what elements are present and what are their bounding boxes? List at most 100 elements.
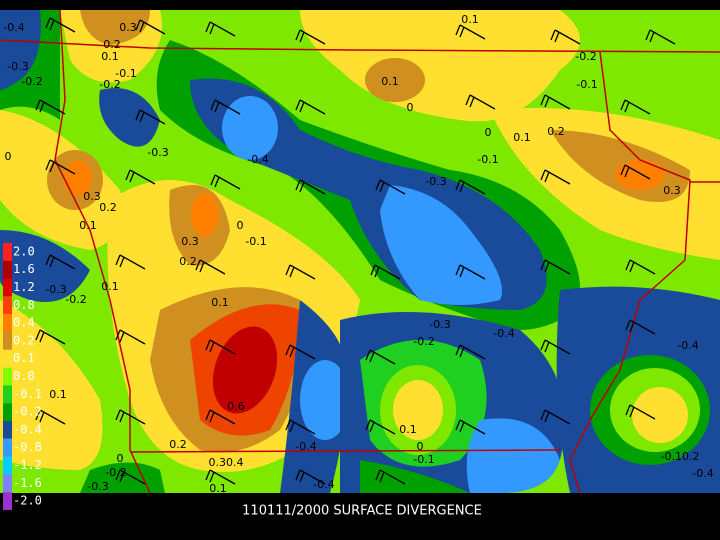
contour-label: -0.3 — [425, 175, 446, 188]
wind-barb — [620, 164, 651, 180]
contour-label: -0.10.2 — [661, 450, 700, 463]
legend: 2.0 1.6 1.2 0.8 0.4 0.2 0.1 0.0 -0.1 -0.2 -0.4 -0.8… — [3, 243, 42, 510]
legend-label: -0.2 — [13, 405, 42, 419]
contour-label: -0.4 — [247, 153, 268, 166]
contour-label: 0.3 — [83, 190, 101, 203]
wind-barb — [295, 179, 326, 195]
contour-label: 0.1 — [399, 423, 417, 436]
wind-barb — [540, 259, 571, 275]
wind-barb — [540, 169, 571, 185]
contour-label: 0 — [407, 101, 414, 114]
legend-label: -1.2 — [13, 458, 42, 472]
contour-label: -0.4 — [677, 339, 698, 352]
legend-swatch — [3, 296, 12, 315]
wind-barb — [115, 254, 146, 270]
wind-barb — [205, 339, 236, 355]
wind-barb — [540, 339, 571, 355]
contour-label: 0.2 — [547, 125, 565, 138]
contour-label: 0.1 — [49, 388, 67, 401]
legend-swatch — [3, 367, 12, 386]
contour-label: 0.2 — [103, 38, 121, 51]
contour-label: 0 — [417, 440, 424, 453]
wind-barb — [375, 179, 406, 195]
legend-label: 0.1 — [13, 351, 35, 365]
contour-label: 0.1 — [513, 131, 531, 144]
legend-label: 0.0 — [13, 369, 35, 383]
wind-barb — [540, 94, 571, 110]
wind-barb — [115, 469, 146, 485]
contour-label: 0 — [5, 150, 12, 163]
legend-label: 1.6 — [13, 262, 35, 276]
contour-label: 0.1 — [79, 219, 97, 232]
wind-barb — [455, 179, 486, 195]
wind-barb — [210, 174, 241, 190]
contour-label: -0.2 — [99, 78, 120, 91]
contour-label: -0.3 — [45, 283, 66, 296]
legend-swatch — [3, 278, 12, 297]
contour-label: 0.1 — [211, 296, 229, 309]
wind-barb — [620, 99, 651, 115]
contour-label: 0.2 — [179, 255, 197, 268]
contour-label: -0.3 — [429, 318, 450, 331]
wind-barb — [455, 264, 486, 280]
wind-barb — [210, 99, 241, 115]
legend-swatch — [3, 474, 12, 493]
contour-label: -0.1 — [576, 78, 597, 91]
wind-barb — [455, 24, 486, 40]
wind-barb — [465, 94, 496, 110]
contour-label: -0.1 — [413, 453, 434, 466]
contour-label: -0.4 — [692, 467, 713, 480]
contour-label: 0.3 — [119, 21, 137, 34]
legend-swatch — [3, 314, 12, 332]
contour-label: -0.1 — [115, 67, 136, 80]
wind-barb — [295, 469, 326, 485]
legend-label: 0.2 — [13, 333, 35, 347]
contour-label: -0.4 — [313, 478, 334, 491]
wind-barb — [285, 344, 316, 360]
contour-label: 0.2 — [169, 438, 187, 451]
contour-label: 0.3 — [181, 235, 199, 248]
wind-barb — [45, 159, 76, 175]
legend-swatch — [3, 385, 12, 404]
wind-barb — [205, 409, 236, 425]
contour-label: 0.1 — [101, 280, 119, 293]
contour-label: 0.1 — [101, 50, 119, 63]
contour-label: -0.2 — [21, 75, 42, 88]
legend-swatch — [3, 349, 12, 368]
wind-barb — [370, 264, 401, 280]
wind-barb — [625, 404, 656, 420]
wind-barb — [455, 419, 486, 435]
wind-barb — [115, 409, 146, 425]
contour-label: 0 — [485, 126, 492, 139]
contour-label: -0.2 — [65, 293, 86, 306]
contour-labels: -0.4 0.30.20.1-0.1-0.3-0.2 -0.20.1-0.20.10… — [3, 13, 713, 495]
wind-barb — [115, 329, 146, 345]
contour-label: 0.1 — [209, 482, 227, 495]
wind-barb — [45, 17, 76, 33]
legend-swatch — [3, 403, 12, 421]
wind-barb — [455, 344, 486, 360]
wind-barbs — [35, 17, 676, 485]
contour-label: -0.3 — [147, 146, 168, 159]
wind-barb — [375, 469, 406, 485]
legend-label: -0.8 — [13, 440, 42, 454]
wind-barb — [285, 264, 316, 280]
legend-swatch — [3, 456, 12, 475]
wind-barb — [35, 409, 66, 425]
wind-barb — [625, 259, 656, 275]
wind-barb — [35, 99, 66, 115]
contour-label: 0.3 — [663, 184, 681, 197]
contour-label: 0.1 — [381, 75, 399, 88]
legend-label: -1.6 — [13, 476, 42, 490]
legend-label: -0.1 — [13, 387, 42, 401]
legend-label: 0.4 — [13, 316, 35, 330]
legend-swatch — [3, 421, 12, 439]
wind-barb — [625, 319, 656, 335]
wind-barb — [645, 29, 676, 45]
legend-label: 0.8 — [13, 298, 35, 312]
wind-barb — [365, 349, 396, 365]
contour-label: -0.4 — [295, 440, 316, 453]
contour-label: -0.2 — [105, 466, 126, 479]
